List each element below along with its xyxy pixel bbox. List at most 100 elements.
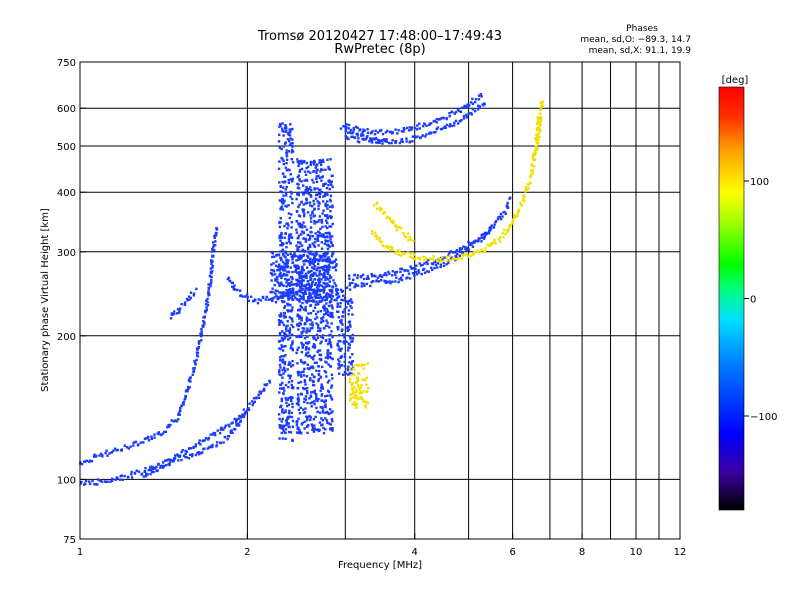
data-point [356, 132, 359, 135]
data-point [213, 249, 216, 252]
data-point [304, 305, 307, 309]
data-point [480, 95, 483, 98]
data-point [318, 369, 321, 373]
data-point [323, 287, 326, 291]
data-point [527, 183, 531, 186]
data-point [132, 444, 135, 447]
data-point [453, 112, 456, 115]
data-point [103, 480, 107, 483]
data-point [356, 276, 359, 280]
data-point [338, 372, 341, 375]
data-point [535, 138, 538, 141]
data-point [177, 411, 181, 414]
data-point [344, 372, 347, 375]
data-point [166, 458, 169, 462]
data-point [348, 282, 352, 285]
data-point [287, 422, 290, 425]
data-point [362, 390, 365, 393]
data-point [110, 451, 113, 454]
data-point [391, 139, 394, 142]
data-point [301, 327, 304, 330]
data-point [536, 133, 540, 136]
data-point [331, 222, 334, 226]
data-point [462, 114, 466, 118]
data-point [310, 423, 314, 426]
data-point [318, 232, 322, 235]
data-point [365, 282, 368, 286]
data-point [419, 264, 423, 267]
data-point [203, 447, 206, 450]
data-point [432, 259, 436, 262]
data-point [324, 276, 327, 279]
data-point [287, 412, 291, 415]
data-point [301, 291, 304, 294]
data-point [284, 315, 287, 319]
data-point [187, 379, 191, 382]
data-point [314, 292, 317, 295]
data-point [330, 180, 333, 183]
data-point [303, 263, 306, 266]
data-point [408, 140, 411, 143]
data-point [345, 306, 348, 309]
data-point [290, 383, 293, 387]
data-point [79, 482, 82, 485]
data-point [379, 209, 382, 212]
data-point [313, 159, 316, 163]
data-point [314, 253, 318, 256]
data-point [400, 279, 404, 282]
data-point [260, 390, 263, 394]
data-point [302, 275, 305, 279]
data-point [468, 104, 471, 107]
data-point [482, 233, 485, 236]
data-point [325, 375, 328, 378]
data-point [317, 280, 321, 283]
data-point [281, 427, 285, 431]
data-point [98, 454, 101, 457]
data-point [406, 276, 409, 279]
data-point [331, 285, 335, 288]
data-point [211, 266, 214, 269]
data-point [282, 430, 285, 433]
data-point [303, 411, 307, 414]
data-point [509, 223, 512, 227]
data-point [189, 453, 192, 456]
data-point [283, 306, 286, 310]
data-point [281, 248, 284, 251]
data-point [314, 303, 317, 306]
data-point [430, 131, 433, 134]
data-point [344, 126, 347, 129]
data-point [359, 386, 362, 389]
data-point [283, 360, 287, 364]
data-point [284, 191, 288, 195]
data-point [286, 309, 289, 312]
data-point [330, 330, 333, 333]
data-point [306, 355, 310, 358]
data-point [313, 361, 316, 364]
data-point [306, 335, 309, 338]
data-point [363, 277, 366, 281]
data-point [301, 248, 305, 251]
data-point [309, 377, 312, 380]
data-point [177, 418, 180, 421]
data-point [291, 306, 294, 309]
data-point [182, 454, 186, 457]
data-point [349, 304, 352, 308]
data-point [298, 162, 301, 165]
data-point [300, 167, 304, 171]
data-point [304, 383, 307, 386]
data-point [210, 259, 213, 262]
data-point [236, 424, 239, 427]
data-point [329, 194, 333, 198]
data-point [314, 282, 318, 285]
data-point [222, 441, 225, 444]
data-point [291, 439, 294, 442]
data-point [347, 365, 350, 368]
data-point [304, 354, 308, 357]
data-point [474, 250, 478, 254]
data-point [350, 387, 354, 390]
data-point [413, 274, 416, 277]
data-point [482, 104, 485, 107]
data-point [330, 418, 334, 421]
data-point [421, 134, 424, 137]
